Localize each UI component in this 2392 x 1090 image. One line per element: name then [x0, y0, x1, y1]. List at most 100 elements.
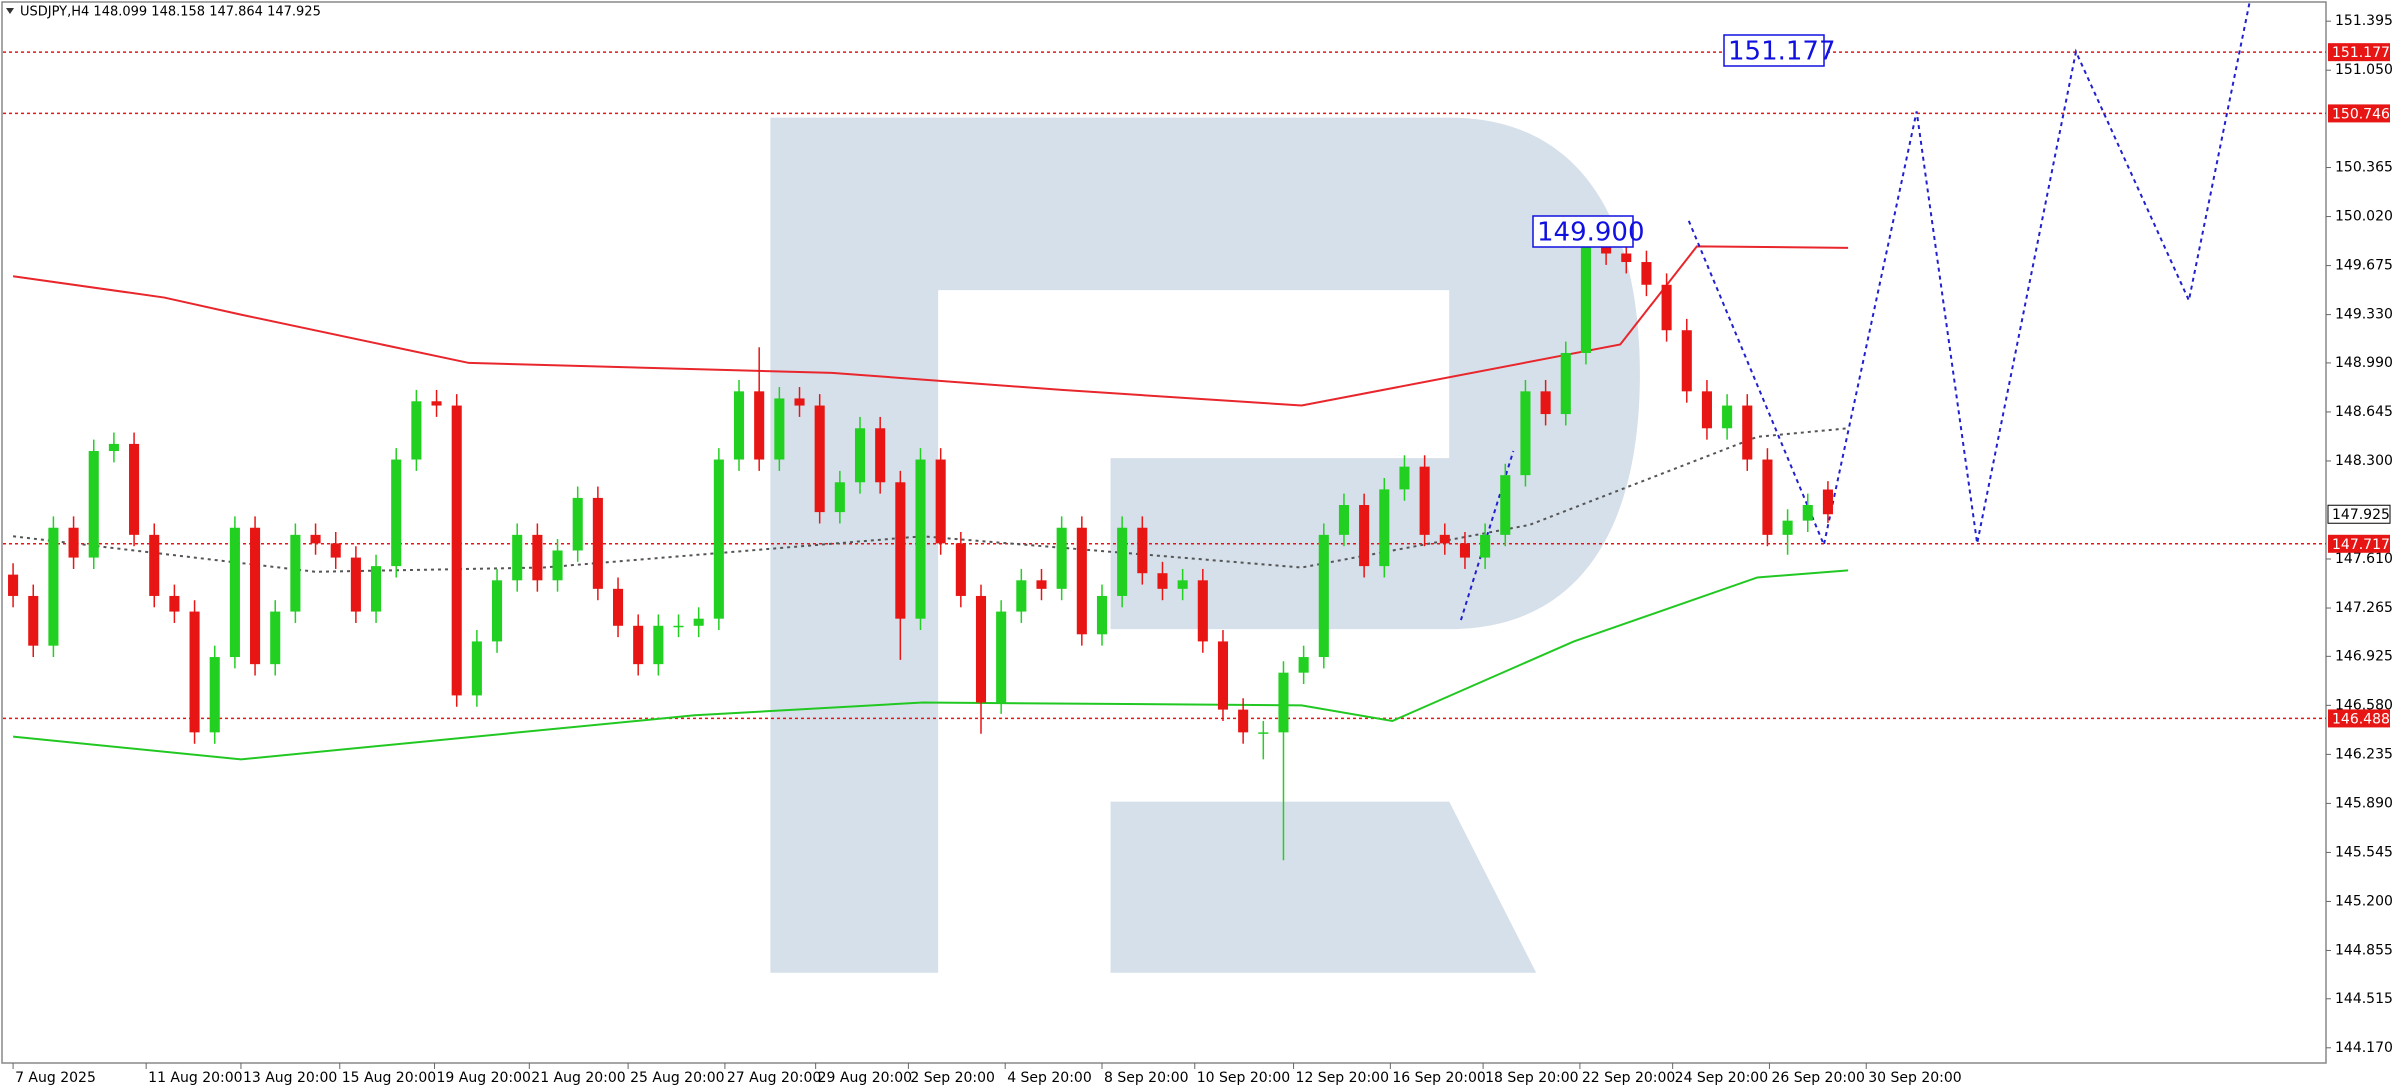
y-tick-label: 151.395 — [2335, 13, 2392, 29]
candle-body — [552, 550, 563, 581]
price-label-box — [2327, 504, 2391, 524]
x-tick-label: 25 Aug 20:00 — [630, 1070, 724, 1086]
candle-body — [1298, 657, 1309, 673]
candle-body — [1278, 672, 1289, 733]
level-label-box — [2328, 43, 2390, 62]
candle-body — [350, 557, 361, 612]
annotation-box — [1723, 34, 1825, 67]
candle-body — [1096, 595, 1108, 635]
x-tick-label: 30 Sep 20:00 — [1868, 1070, 1961, 1086]
x-tick-label: 22 Sep 20:00 — [1582, 1070, 1675, 1086]
candle-body — [330, 543, 341, 558]
y-tick-label: 150.020 — [2335, 209, 2392, 225]
candle-body — [1036, 580, 1047, 589]
candle-body — [653, 625, 664, 665]
x-tick-label: 13 Aug 20:00 — [243, 1070, 337, 1086]
candle-body — [1580, 246, 1591, 353]
candle-body — [391, 459, 402, 567]
x-tick-label: 18 Sep 20:00 — [1485, 1070, 1578, 1086]
candle-body — [996, 611, 1007, 703]
candle-body — [290, 534, 301, 612]
y-tick-label: 148.300 — [2335, 453, 2392, 469]
candle-body — [1641, 262, 1652, 285]
y-tick-label: 148.990 — [2335, 355, 2392, 371]
candle-body — [754, 391, 765, 460]
candle-body — [149, 534, 160, 596]
candle-body — [48, 527, 59, 646]
plot-frame — [1, 1, 2327, 1064]
y-tick-label: 146.580 — [2335, 697, 2392, 713]
x-tick-label: 19 Aug 20:00 — [437, 1070, 531, 1086]
y-tick-label: 149.675 — [2335, 258, 2392, 274]
candle-body — [915, 459, 926, 619]
candle-body — [229, 527, 240, 658]
x-tick-label: 16 Sep 20:00 — [1392, 1070, 1485, 1086]
candle-body — [1359, 505, 1370, 567]
candle-body — [1177, 580, 1188, 589]
candle-body — [935, 459, 946, 544]
y-tick-label: 146.235 — [2335, 746, 2392, 762]
y-tick-label: 149.330 — [2335, 307, 2392, 323]
y-tick-label: 147.610 — [2335, 551, 2392, 567]
candle-body — [8, 574, 19, 596]
price-label: 147.925 — [2332, 507, 2390, 523]
candle-body — [371, 566, 382, 612]
candle-body — [1601, 246, 1612, 254]
candle-body — [774, 398, 785, 460]
x-tick-label: 21 Aug 20:00 — [531, 1070, 625, 1086]
candle-body — [854, 428, 866, 483]
y-tick-label: 144.855 — [2335, 942, 2392, 958]
x-tick-label: 26 Sep 20:00 — [1771, 1070, 1864, 1086]
candle-body — [1157, 573, 1168, 589]
candle-body — [1076, 527, 1087, 635]
x-tick-label: 24 Sep 20:00 — [1675, 1070, 1768, 1086]
candle-body — [1540, 391, 1551, 415]
candle-body — [1197, 580, 1208, 642]
candle-body — [1560, 352, 1571, 415]
candle-body — [794, 398, 805, 406]
y-tick-label: 145.200 — [2335, 893, 2392, 909]
level-label: 151.177 — [2332, 45, 2390, 61]
annotation-box — [1532, 215, 1634, 248]
candle-body — [1701, 391, 1712, 429]
candle-body — [270, 611, 281, 665]
y-tick-label: 145.545 — [2335, 844, 2392, 860]
x-tick-label: 29 Aug 20:00 — [818, 1070, 912, 1086]
symbol-info: USDJPY,H4 148.099 148.158 147.864 147.92… — [20, 5, 321, 20]
candle-body — [1742, 405, 1753, 460]
candle-body — [1782, 520, 1793, 535]
candle-body — [1661, 284, 1672, 331]
x-tick-label: 15 Aug 20:00 — [342, 1070, 436, 1086]
candle-body — [471, 641, 482, 696]
candle-body — [431, 401, 442, 406]
annotation: 151.177 — [1728, 37, 1836, 67]
candle-body — [814, 405, 825, 513]
candle-body — [1217, 641, 1229, 710]
candle-body — [1238, 709, 1249, 733]
candle-body — [532, 534, 543, 581]
candle-body — [1439, 534, 1450, 544]
candle-body — [1056, 527, 1067, 589]
level-label: 146.488 — [2332, 711, 2390, 727]
candle-body — [1480, 534, 1491, 558]
candle-body — [1117, 527, 1128, 596]
level-label-box — [2328, 534, 2390, 553]
candle-body — [1459, 543, 1470, 558]
candle-body — [1137, 527, 1148, 574]
x-tick-label: 27 Aug 20:00 — [727, 1070, 821, 1086]
candle-body — [1338, 505, 1350, 535]
level-label-box — [2328, 104, 2390, 123]
candle-body — [1520, 391, 1531, 476]
candle-body — [1722, 405, 1733, 429]
candle-body — [1681, 330, 1692, 392]
candle-body — [209, 657, 220, 733]
candle-body — [512, 534, 523, 581]
candle-body — [411, 401, 422, 460]
x-tick-label: 2 Sep 20:00 — [910, 1070, 995, 1086]
candle-body — [733, 391, 745, 460]
candle-body — [1500, 475, 1511, 535]
candle-body — [189, 611, 200, 733]
y-tick-label: 147.265 — [2335, 600, 2392, 616]
candle-body — [572, 497, 583, 551]
